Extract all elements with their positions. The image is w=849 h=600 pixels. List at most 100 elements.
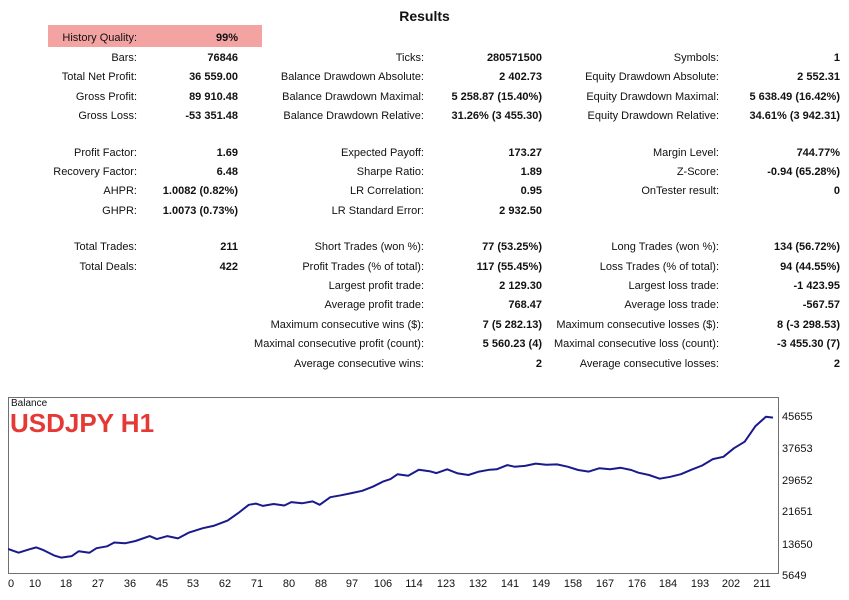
x-tick: 18 [59,578,73,590]
maximal-consecutive-profit-value: 5 560.23 (4) [482,338,542,350]
equity-drawdown-maximal-label: Equity Drawdown Maximal: [586,91,719,103]
x-tick: 123 [436,578,456,590]
margin-level-value: 744.77% [796,147,840,159]
total-trades-label: Total Trades: [74,241,137,253]
profit-trades-label: Profit Trades (% of total): [302,261,424,273]
balance-drawdown-relative-label: Balance Drawdown Relative: [283,110,424,122]
x-tick: 88 [314,578,328,590]
average-profit-trade-label: Average profit trade: [324,299,424,311]
balance-drawdown-maximal-value: 5 258.87 (15.40%) [451,91,542,103]
maximal-consecutive-profit-label: Maximal consecutive profit (count): [254,338,424,350]
total-deals-value: 422 [219,261,238,273]
balance-chart-plot [8,415,774,559]
largest-loss-trade-label: Largest loss trade: [628,280,720,292]
average-loss-trade-label: Average loss trade: [624,299,719,311]
long-trades-value: 134 (56.72%) [773,241,840,253]
symbols-value: 1 [833,52,840,64]
x-tick: 10 [28,578,42,590]
equity-drawdown-absolute-label: Equity Drawdown Absolute: [585,71,719,83]
x-tick: 141 [500,578,520,590]
x-tick: 132 [468,578,488,590]
x-tick: 149 [531,578,551,590]
recovery-factor-label: Recovery Factor: [53,166,137,178]
average-consecutive-wins-value: 2 [535,358,542,370]
y-tick: 5649 [782,570,807,582]
ticks-value: 280571500 [486,52,542,64]
lr-standard-error-value: 2 932.50 [499,205,542,217]
gross-profit-value: 89 910.48 [189,91,238,103]
max-consecutive-wins-value: 7 (5 282.13) [482,319,542,331]
x-tick: 193 [690,578,710,590]
largest-profit-trade-value: 2 129.30 [499,280,542,292]
x-tick: 211 [753,578,771,590]
x-tick: 97 [345,578,359,590]
average-consecutive-losses-value: 2 [833,358,840,370]
lr-standard-error-label: LR Standard Error: [331,205,424,217]
max-consecutive-losses-value: 8 (-3 298.53) [777,319,840,331]
long-trades-label: Long Trades (won %): [611,241,719,253]
x-tick: 36 [123,578,137,590]
balance-drawdown-absolute-label: Balance Drawdown Absolute: [280,71,424,83]
ontester-result-value: 0 [833,185,840,197]
max-consecutive-wins-label: Maximum consecutive wins ($): [270,319,424,331]
expected-payoff-label: Expected Payoff: [341,147,424,159]
sharpe-ratio-value: 1.89 [520,166,542,178]
average-consecutive-losses-label: Average consecutive losses: [579,358,719,370]
z-score-label: Z-Score: [676,166,719,178]
y-tick: 37653 [782,443,813,455]
average-consecutive-wins-label: Average consecutive wins: [293,358,424,370]
balance-drawdown-absolute-value: 2 402.73 [499,71,542,83]
history-quality-label: History Quality: [62,32,137,44]
ahpr-label: AHPR: [103,185,137,197]
balance-chart [8,397,779,574]
results-title: Results [399,8,450,24]
average-loss-trade-value: -567.57 [802,299,840,311]
x-tick: 158 [563,578,583,590]
x-tick: 106 [373,578,393,590]
x-tick: 27 [91,578,105,590]
gross-profit-label: Gross Profit: [75,91,137,103]
balance-drawdown-relative-value: 31.26% (3 455.30) [451,110,542,122]
maximal-consecutive-loss-label: Maximal consecutive loss (count): [553,338,719,350]
margin-level-label: Margin Level: [652,147,719,159]
total-net-profit-value: 36 559.00 [189,71,238,83]
gross-loss-value: -53 351.48 [185,110,238,122]
x-tick: 71 [250,578,264,590]
history-quality-highlight [48,25,262,47]
x-tick: 202 [721,578,741,590]
sharpe-ratio-label: Sharpe Ratio: [356,166,424,178]
x-tick: 114 [405,578,423,590]
max-consecutive-losses-label: Maximum consecutive losses ($): [556,319,719,331]
x-tick: 176 [627,578,647,590]
ahpr-value: 1.0082 (0.82%) [162,185,238,197]
balance-drawdown-maximal-label: Balance Drawdown Maximal: [282,91,424,103]
recovery-factor-value: 6.48 [216,166,238,178]
profit-factor-label: Profit Factor: [74,147,137,159]
chart-symbol-title: USDJPY H1 [10,408,155,438]
gross-loss-label: Gross Loss: [78,110,137,122]
expected-payoff-value: 173.27 [508,147,542,159]
x-tick: 167 [595,578,615,590]
average-profit-trade-value: 768.47 [508,299,542,311]
loss-trades-value: 94 (44.55%) [780,261,840,273]
loss-trades-label: Loss Trades (% of total): [599,261,719,273]
short-trades-value: 77 (53.25%) [482,241,542,253]
equity-drawdown-relative-label: Equity Drawdown Relative: [587,110,719,122]
y-tick: 45655 [782,411,813,423]
x-tick: 53 [186,578,200,590]
balance-line [8,415,774,559]
history-quality-value: 99% [215,32,238,44]
equity-drawdown-maximal-value: 5 638.49 (16.42%) [749,91,840,103]
total-deals-label: Total Deals: [79,261,137,273]
short-trades-label: Short Trades (won %): [314,241,424,253]
ontester-result-label: OnTester result: [641,185,719,197]
y-tick: 13650 [782,539,813,551]
x-tick: 45 [155,578,169,590]
largest-loss-trade-value: -1 423.95 [793,280,840,292]
x-tick: 0 [7,578,15,590]
maximal-consecutive-loss-value: -3 455.30 (7) [777,338,840,350]
chart-label: Balance [11,398,48,409]
x-tick: 184 [658,578,678,590]
lr-correlation-value: 0.95 [520,185,542,197]
total-net-profit-label: Total Net Profit: [61,71,137,83]
